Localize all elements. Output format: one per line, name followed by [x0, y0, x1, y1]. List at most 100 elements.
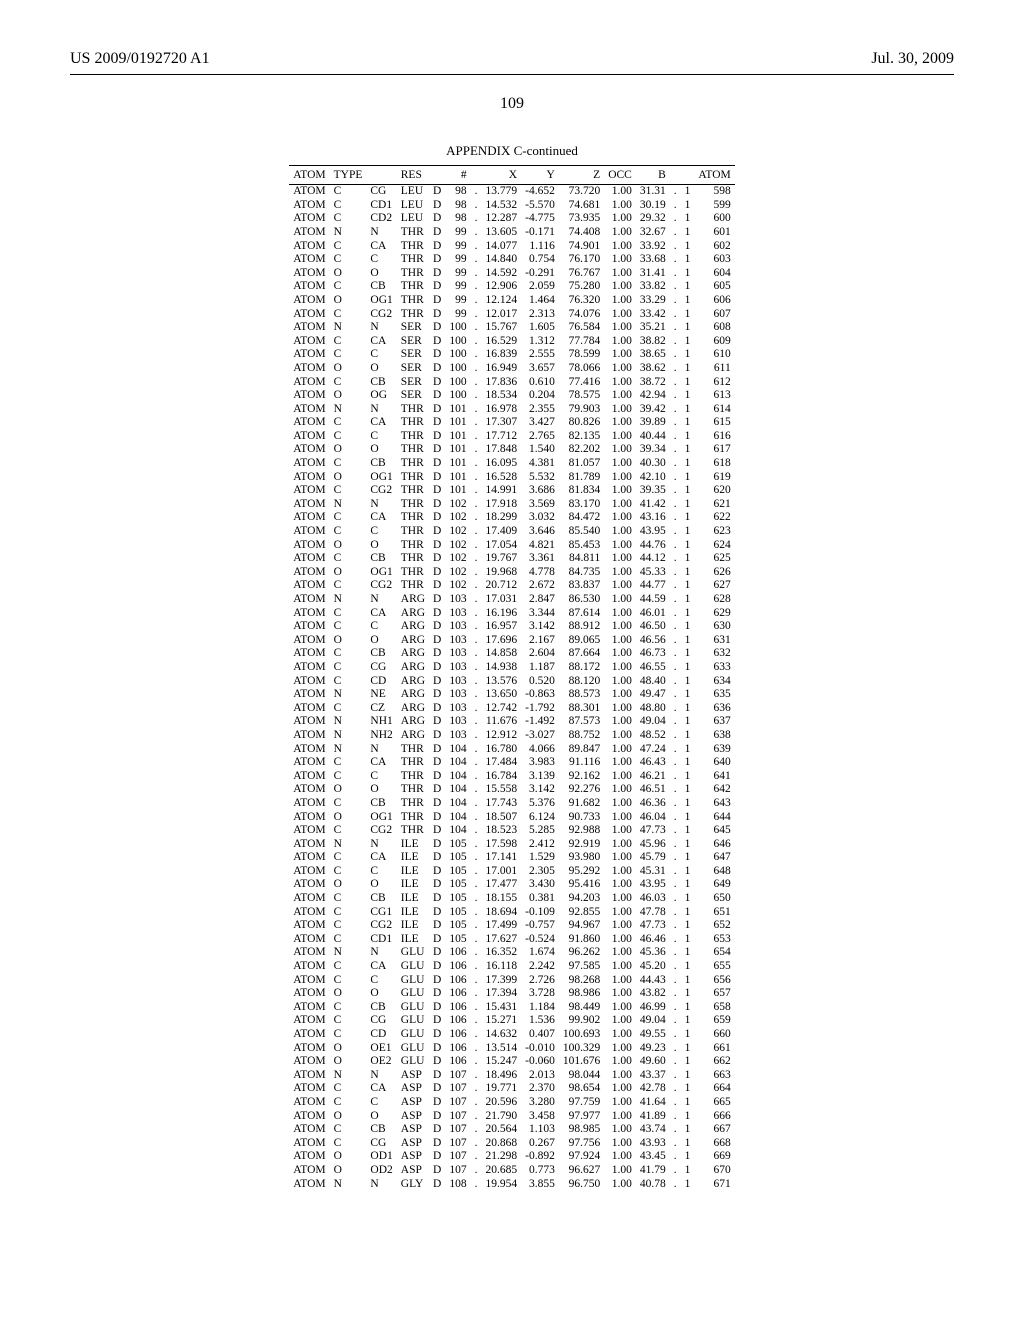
table-row: ATOMOOE2GLUD106.15.247-0.060101.6761.004… [289, 1055, 735, 1069]
table-cell: 17.712 [481, 430, 521, 444]
table-row: ATOMNNILED105.17.5982.41292.9191.0045.96… [289, 838, 735, 852]
table-cell: ILE [397, 838, 429, 852]
table-cell: 646 [694, 838, 734, 852]
table-cell: C [366, 253, 396, 267]
table-cell: D [429, 1150, 445, 1164]
table-cell: 1.00 [604, 267, 636, 281]
table-cell: ASP [397, 1123, 429, 1137]
table-cell: . [471, 511, 482, 525]
table-cell: . [471, 470, 482, 484]
table-row: ATOMCCBASPD107.20.5641.10398.9851.0043.7… [289, 1123, 735, 1137]
table-cell: 1.00 [604, 783, 636, 797]
table-cell: C [330, 579, 367, 593]
table-cell: 1 [681, 1082, 695, 1096]
table-cell: 43.95 [636, 525, 670, 539]
table-cell: . [471, 239, 482, 253]
table-cell: 15.247 [481, 1055, 521, 1069]
table-cell: ATOM [289, 1001, 329, 1015]
table-cell: 17.141 [481, 851, 521, 865]
table-cell: D [429, 878, 445, 892]
table-cell: ARG [397, 606, 429, 620]
table-cell: 3.569 [521, 498, 559, 512]
table-cell: O [330, 470, 367, 484]
table-cell: CA [366, 756, 396, 770]
table-cell: C [330, 348, 367, 362]
table-cell: . [670, 1055, 681, 1069]
table-cell: N [330, 946, 367, 960]
col-header [681, 166, 695, 185]
table-cell: 44.43 [636, 973, 670, 987]
table-row: ATOMCCGLUD106.17.3992.72698.2681.0044.43… [289, 973, 735, 987]
table-cell: 83.837 [559, 579, 604, 593]
table-cell: -0.171 [521, 226, 559, 240]
table-cell: 76.767 [559, 267, 604, 281]
table-cell: C [330, 1001, 367, 1015]
table-cell: OE1 [366, 1041, 396, 1055]
table-cell: OG [366, 389, 396, 403]
table-cell: ATOM [289, 1096, 329, 1110]
table-cell: 39.35 [636, 484, 670, 498]
table-row: ATOMCCBTHRD102.19.7673.36184.8111.0044.1… [289, 552, 735, 566]
table-cell: 12.742 [481, 702, 521, 716]
table-cell: 1.00 [604, 294, 636, 308]
table-cell: . [670, 1082, 681, 1096]
table-cell: . [471, 566, 482, 580]
table-cell: D [429, 280, 445, 294]
col-header [670, 166, 681, 185]
table-cell: 2.370 [521, 1082, 559, 1096]
table-cell: . [670, 443, 681, 457]
table-cell: 1.00 [604, 674, 636, 688]
table-cell: ATOM [289, 1109, 329, 1123]
table-cell: 638 [694, 729, 734, 743]
table-cell: 39.89 [636, 416, 670, 430]
col-header [366, 166, 396, 185]
table-cell: 1.184 [521, 1001, 559, 1015]
table-cell: THR [397, 810, 429, 824]
table-cell: . [670, 185, 681, 199]
table-cell: 33.92 [636, 239, 670, 253]
table-cell: 33.68 [636, 253, 670, 267]
table-cell: ATOM [289, 797, 329, 811]
table-cell: 613 [694, 389, 734, 403]
table-cell: 12.287 [481, 212, 521, 226]
table-cell: . [670, 960, 681, 974]
table-cell: ASP [397, 1082, 429, 1096]
table-cell: CD [366, 674, 396, 688]
table-cell: . [471, 742, 482, 756]
table-row: ATOMOOILED105.17.4773.43095.4161.0043.95… [289, 878, 735, 892]
table-cell: ILE [397, 919, 429, 933]
table-cell: 12.906 [481, 280, 521, 294]
table-cell: 651 [694, 905, 734, 919]
table-cell: 1.00 [604, 280, 636, 294]
table-cell: 1.00 [604, 239, 636, 253]
table-cell: D [429, 335, 445, 349]
table-cell: . [670, 742, 681, 756]
table-cell: GLU [397, 987, 429, 1001]
table-row: ATOMCCASPD107.20.5963.28097.7591.0041.64… [289, 1096, 735, 1110]
table-cell: ARG [397, 661, 429, 675]
table-cell: 624 [694, 538, 734, 552]
table-cell: D [429, 375, 445, 389]
table-cell: D [429, 729, 445, 743]
table-cell: 74.681 [559, 199, 604, 213]
table-cell: 16.118 [481, 960, 521, 974]
table-cell: . [670, 851, 681, 865]
table-cell: . [670, 593, 681, 607]
table-cell: 107 [445, 1150, 470, 1164]
table-cell: 13.650 [481, 688, 521, 702]
table-cell: CG2 [366, 824, 396, 838]
table-cell: 45.36 [636, 946, 670, 960]
table-cell: 1.00 [604, 1177, 636, 1191]
table-cell: 1.00 [604, 498, 636, 512]
table-cell: 107 [445, 1164, 470, 1178]
table-cell: 85.540 [559, 525, 604, 539]
table-cell: 19.954 [481, 1177, 521, 1191]
col-header [429, 166, 445, 185]
table-cell: 18.155 [481, 892, 521, 906]
table-cell: CZ [366, 702, 396, 716]
table-cell: 76.584 [559, 321, 604, 335]
table-cell: 1 [681, 362, 695, 376]
table-cell: O [366, 783, 396, 797]
table-row: ATOMCCILED105.17.0012.30595.2921.0045.31… [289, 865, 735, 879]
table-row: ATOMNNEARGD103.13.650-0.86388.5731.0049.… [289, 688, 735, 702]
